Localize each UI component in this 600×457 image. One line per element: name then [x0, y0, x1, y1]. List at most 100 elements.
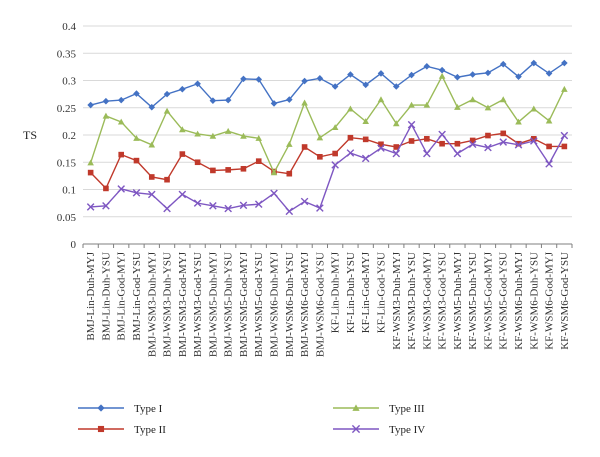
- data-point: [454, 103, 461, 110]
- x-tick-label: BMJ-Lin-Duh-YSU: [100, 252, 112, 341]
- x-tick-label: BMJ-WSM5-God-YSU: [253, 252, 265, 357]
- data-point: [270, 169, 278, 176]
- data-point: [270, 100, 278, 107]
- data-point: [224, 96, 232, 104]
- data-point: [148, 174, 155, 180]
- data-point: [378, 141, 384, 148]
- data-point: [224, 204, 232, 213]
- data-point: [132, 188, 141, 197]
- data-point: [361, 154, 370, 163]
- data-point: [163, 107, 171, 114]
- y-tick-label: 0: [71, 239, 77, 251]
- data-point: [193, 199, 202, 207]
- gridlines: [83, 25, 572, 245]
- x-marker-stroke: [86, 203, 95, 211]
- x-tick-label: KF-WSM6-Duh-MYJ: [513, 251, 525, 350]
- data-point: [87, 101, 94, 109]
- x-tick-label: BMJ-WSM6-Duh-YSU: [284, 252, 296, 357]
- data-point: [179, 85, 186, 93]
- y-tick-label: 0.1: [62, 185, 76, 197]
- data-point: [485, 132, 491, 139]
- x-marker-stroke: [193, 199, 202, 207]
- data-point: [209, 202, 217, 210]
- data-point: [454, 140, 461, 147]
- data-point: [103, 185, 109, 192]
- data-point: [301, 99, 308, 106]
- data-point: [332, 150, 338, 157]
- data-point: [224, 127, 232, 134]
- x-tick-label: KF-WSM3-Duh-MYJ: [391, 251, 403, 350]
- data-point: [255, 158, 262, 164]
- x-marker-stroke: [224, 204, 232, 213]
- x-tick-label: KF-Lin-Duh-YSU: [345, 252, 357, 333]
- x-tick-label: BMJ-WSM5-Duh-YSU: [223, 252, 235, 357]
- data-point: [209, 132, 217, 139]
- data-point: [254, 200, 263, 209]
- data-point: [163, 204, 171, 213]
- series-type-ii: [87, 130, 568, 192]
- x-tick-label: BMJ-WSM5-Duh-MYJ: [207, 251, 219, 357]
- y-axis-label: TS: [23, 128, 37, 142]
- data-point: [255, 76, 263, 83]
- x-marker-stroke: [453, 149, 462, 158]
- x-tick-label: KF-WSM5-God-MYJ: [482, 251, 494, 350]
- data-point: [117, 96, 125, 104]
- x-tick-label: KF-WSM3-Duh-YSU: [406, 252, 418, 350]
- legend-item: Type I: [78, 403, 163, 415]
- series-type-i: [87, 59, 568, 111]
- x-marker-stroke: [270, 189, 278, 198]
- data-point: [545, 70, 553, 77]
- y-tick-label: 0.4: [62, 21, 76, 33]
- data-point: [560, 131, 569, 140]
- data-point: [515, 73, 522, 80]
- x-marker-stroke: [392, 149, 401, 158]
- x-tick-label: KF-WSM5-Duh-YSU: [467, 252, 479, 350]
- data-point: [301, 144, 308, 150]
- x-tick-label: KF-Lin-God-MYJ: [360, 251, 372, 333]
- x-marker-stroke: [147, 190, 156, 199]
- data-point: [484, 104, 492, 111]
- x-marker-stroke: [438, 130, 446, 139]
- data-point: [362, 136, 369, 143]
- x-marker-stroke: [499, 138, 508, 146]
- x-marker-stroke: [132, 188, 141, 197]
- x-tick-label: BMJ-WSM6-God-YSU: [314, 252, 326, 357]
- data-point: [117, 118, 125, 125]
- data-point: [316, 75, 324, 82]
- data-point: [347, 105, 354, 112]
- data-point: [352, 404, 360, 411]
- data-point: [97, 404, 105, 412]
- data-point: [561, 85, 568, 92]
- x-tick-label: KF-WSM5-Duh-MYJ: [452, 251, 464, 350]
- data-point: [225, 167, 231, 173]
- x-marker-stroke: [484, 143, 492, 152]
- y-tick-label: 0.05: [57, 212, 77, 224]
- series-group: [86, 59, 569, 216]
- data-point: [454, 73, 461, 81]
- data-point: [469, 71, 476, 78]
- data-point: [300, 197, 309, 206]
- x-tick-label: KF-Lin-God-YSU: [375, 252, 387, 333]
- x-tick-label: BMJ-WSM3-Duh-MYJ: [146, 251, 158, 357]
- x-tick-label: KF-WSM3-God-YSU: [437, 252, 449, 350]
- data-point: [240, 75, 247, 83]
- data-point: [285, 207, 294, 216]
- legend: Type I Type II Type III Type IV: [78, 403, 425, 436]
- data-point: [469, 137, 476, 144]
- data-point: [118, 151, 125, 158]
- y-tick-label: 0.3: [62, 76, 76, 88]
- data-point: [331, 124, 339, 131]
- data-point: [316, 204, 324, 212]
- x-tick-label: BMJ-Lin-God-MYJ: [116, 251, 128, 340]
- x-marker-stroke: [560, 131, 569, 140]
- data-point: [87, 169, 94, 176]
- x-marker-stroke: [514, 141, 523, 149]
- data-point: [469, 96, 476, 103]
- x-tick-label: BMJ-Lin-God-YSU: [131, 252, 143, 341]
- x-tick-label: KF-Lin-Duh-MYJ: [330, 251, 342, 333]
- x-marker-stroke: [209, 202, 217, 210]
- data-point: [561, 143, 568, 150]
- x-marker-stroke: [407, 120, 416, 129]
- data-point: [210, 167, 216, 174]
- x-tick-label: BMJ-WSM5-God-MYJ: [238, 251, 250, 357]
